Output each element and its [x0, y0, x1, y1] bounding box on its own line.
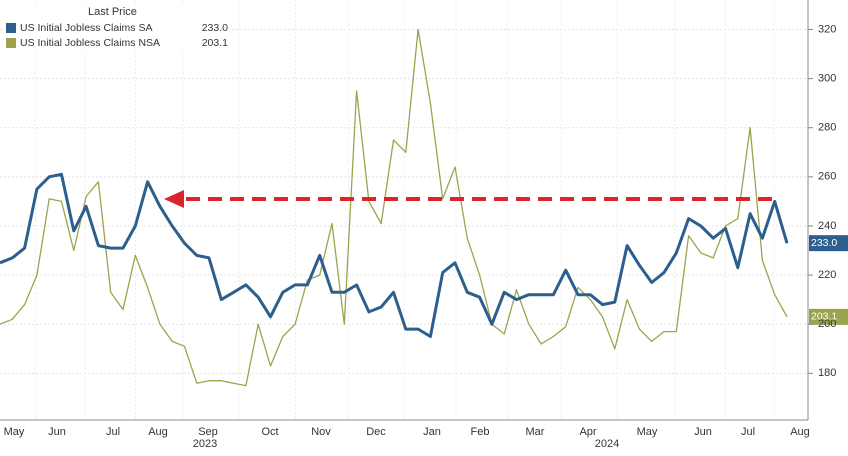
- x-tick-label: Jul: [741, 426, 755, 438]
- x-tick-label: Aug: [790, 426, 810, 438]
- x-tick-label: Jan: [423, 426, 441, 438]
- y-tick-label: 180: [818, 367, 836, 379]
- x-tick-label: May: [637, 426, 658, 438]
- series-line: [0, 28, 788, 387]
- last-value-label: 233.0: [811, 237, 837, 249]
- legend-swatch: [6, 38, 16, 48]
- legend-box: [2, 2, 232, 52]
- last-value-label: 203.1: [811, 311, 837, 323]
- arrow-head: [164, 190, 184, 208]
- y-tick-label: 300: [818, 73, 836, 85]
- x-tick-label: Dec: [366, 426, 386, 438]
- x-tick-label: May: [4, 426, 25, 438]
- x-tick-label: Jun: [694, 426, 712, 438]
- y-tick-label: 280: [818, 122, 836, 134]
- y-tick-label: 260: [818, 171, 836, 183]
- last-value-box: [809, 235, 848, 252]
- x-tick-label: Feb: [471, 426, 490, 438]
- year-label: 2024: [595, 438, 619, 450]
- legend-label: US Initial Jobless Claims SA: [20, 22, 152, 34]
- x-tick-label: Nov: [311, 426, 331, 438]
- x-tick-label: Aug: [148, 426, 168, 438]
- series-line: [0, 172, 789, 338]
- y-tick-label: 240: [818, 220, 836, 232]
- legend-title: Last Price: [88, 6, 137, 18]
- y-tick-label: 200: [818, 318, 836, 330]
- x-tick-label: Sep: [198, 426, 218, 438]
- x-tick-label: Oct: [261, 426, 278, 438]
- y-tick-label: 220: [818, 269, 836, 281]
- x-tick-label: Jul: [106, 426, 120, 438]
- y-tick-label: 320: [818, 23, 836, 35]
- x-tick-label: Apr: [579, 426, 596, 438]
- legend-swatch: [6, 23, 16, 33]
- x-tick-label: Mar: [526, 426, 545, 438]
- legend-value: 203.1: [202, 37, 228, 49]
- legend-value: 233.0: [202, 22, 228, 34]
- year-label: 2023: [193, 438, 217, 450]
- last-value-box: [809, 308, 848, 325]
- x-tick-label: Jun: [48, 426, 66, 438]
- legend-label: US Initial Jobless Claims NSA: [20, 37, 160, 49]
